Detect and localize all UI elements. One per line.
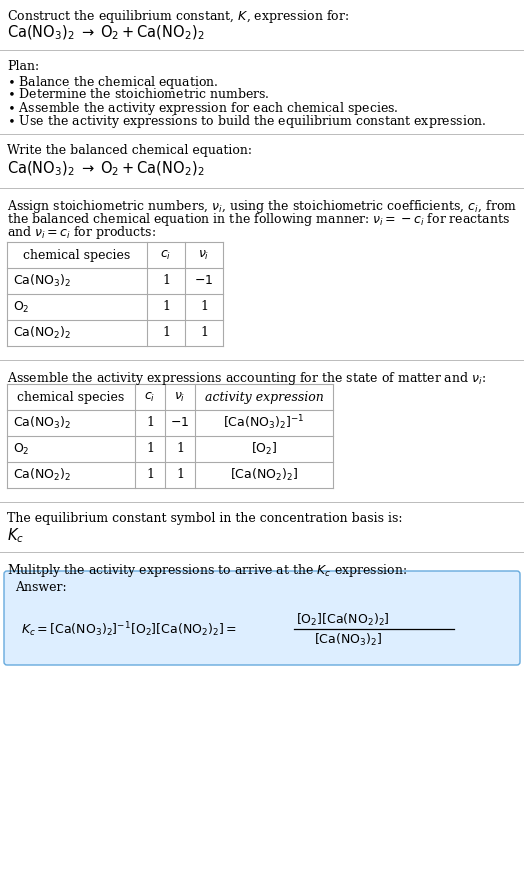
Text: $[\mathrm{Ca(NO_3)_2}]^{-1}$: $[\mathrm{Ca(NO_3)_2}]^{-1}$ [223,413,304,432]
Text: and $\nu_i = c_i$ for products:: and $\nu_i = c_i$ for products: [7,224,156,241]
Text: $[\mathrm{Ca(NO_3)_2}]$: $[\mathrm{Ca(NO_3)_2}]$ [314,632,382,648]
Text: 1: 1 [200,300,208,314]
Bar [7,384,333,488]
Text: 1: 1 [146,416,154,429]
Text: chemical species: chemical species [17,390,125,404]
Text: $K_c$: $K_c$ [7,526,24,544]
Text: 1: 1 [162,274,170,288]
Text: The equilibrium constant symbol in the concentration basis is:: The equilibrium constant symbol in the c… [7,512,402,525]
Text: $\bullet$ Balance the chemical equation.: $\bullet$ Balance the chemical equation. [7,74,219,91]
Text: Write the balanced chemical equation:: Write the balanced chemical equation: [7,144,252,157]
Text: $[\mathrm{Ca(NO_2)_2}]$: $[\mathrm{Ca(NO_2)_2}]$ [230,467,298,483]
Text: $\bullet$ Assemble the activity expression for each chemical species.: $\bullet$ Assemble the activity expressi… [7,100,399,117]
Text: 1: 1 [200,326,208,339]
Text: $\mathrm{O_2}$: $\mathrm{O_2}$ [13,299,29,315]
Text: $\mathrm{Ca(NO_3)_2}$: $\mathrm{Ca(NO_3)_2}$ [13,273,71,289]
Text: $[\mathrm{O_2}][\mathrm{Ca(NO_2)_2}]$: $[\mathrm{O_2}][\mathrm{Ca(NO_2)_2}]$ [296,612,390,628]
Text: $\bullet$ Determine the stoichiometric numbers.: $\bullet$ Determine the stoichiometric n… [7,87,269,101]
Text: activity expression: activity expression [205,390,323,404]
Text: 1: 1 [146,443,154,455]
Text: $K_c = [\mathrm{Ca(NO_3)_2}]^{-1} [\mathrm{O_2}][\mathrm{Ca(NO_2)_2}] = $: $K_c = [\mathrm{Ca(NO_3)_2}]^{-1} [\math… [21,621,237,640]
Text: Assemble the activity expressions accounting for the state of matter and $\nu_i$: Assemble the activity expressions accoun… [7,370,486,387]
Text: 1: 1 [162,326,170,339]
Text: $\bullet$ Use the activity expressions to build the equilibrium constant express: $\bullet$ Use the activity expressions t… [7,113,487,130]
Text: $\mathrm{Ca(NO_3)_2} \;\rightarrow\; \mathrm{O_2 + Ca(NO_2)_2}$: $\mathrm{Ca(NO_3)_2} \;\rightarrow\; \ma… [7,24,204,43]
Text: $\mathrm{Ca(NO_3)_2} \;\rightarrow\; \mathrm{O_2 + Ca(NO_2)_2}$: $\mathrm{Ca(NO_3)_2} \;\rightarrow\; \ma… [7,160,204,178]
Text: $\mathrm{Ca(NO_2)_2}$: $\mathrm{Ca(NO_2)_2}$ [13,467,71,483]
Text: the balanced chemical equation in the following manner: $\nu_i = -c_i$ for react: the balanced chemical equation in the fo… [7,211,510,228]
Text: Mulitply the activity expressions to arrive at the $K_c$ expression:: Mulitply the activity expressions to arr… [7,562,407,579]
Text: Construct the equilibrium constant, $K$, expression for:: Construct the equilibrium constant, $K$,… [7,8,349,25]
Text: 1: 1 [176,443,184,455]
Text: chemical species: chemical species [24,249,130,261]
Text: Answer:: Answer: [15,581,67,594]
Text: 1: 1 [162,300,170,314]
Text: $\mathrm{Ca(NO_3)_2}$: $\mathrm{Ca(NO_3)_2}$ [13,415,71,431]
Text: $c_i$: $c_i$ [160,249,172,262]
Text: $-1$: $-1$ [170,416,190,429]
Text: $\mathrm{Ca(NO_2)_2}$: $\mathrm{Ca(NO_2)_2}$ [13,325,71,341]
Text: $\nu_i$: $\nu_i$ [198,249,210,262]
FancyBboxPatch shape [4,571,520,665]
Text: Plan:: Plan: [7,60,39,73]
Text: 1: 1 [146,469,154,481]
Text: $\nu_i$: $\nu_i$ [174,390,185,404]
Text: $[\mathrm{O_2}]$: $[\mathrm{O_2}]$ [250,441,277,457]
Bar [7,242,223,346]
Text: $-1$: $-1$ [194,274,214,288]
Text: $c_i$: $c_i$ [145,390,156,404]
Text: Assign stoichiometric numbers, $\nu_i$, using the stoichiometric coefficients, $: Assign stoichiometric numbers, $\nu_i$, … [7,198,517,215]
Text: 1: 1 [176,469,184,481]
Text: $\mathrm{O_2}$: $\mathrm{O_2}$ [13,441,29,456]
